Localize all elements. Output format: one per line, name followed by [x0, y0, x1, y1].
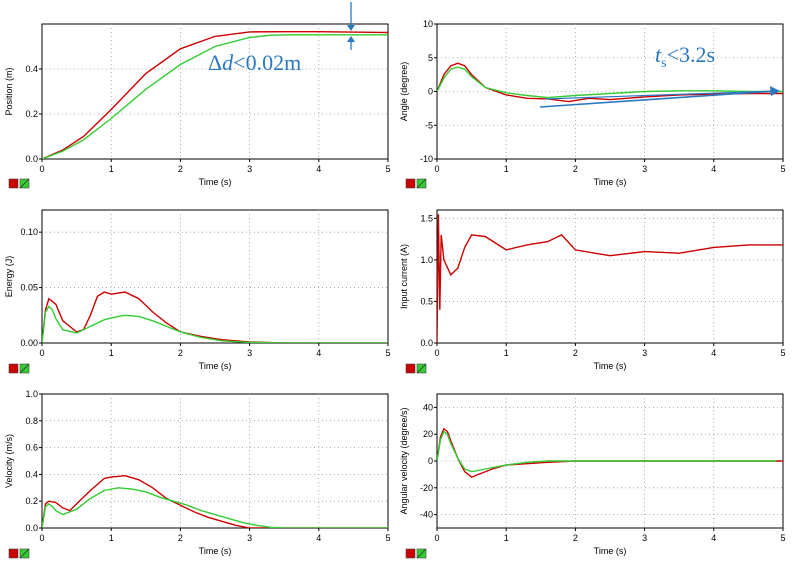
red-swatch-icon — [406, 179, 415, 188]
x-tick-label: 0 — [434, 533, 439, 543]
x-tick-label: 3 — [642, 533, 647, 543]
y-tick-label: -5 — [425, 120, 433, 130]
x-axis-label: Time (s) — [594, 546, 627, 556]
x-tick-label: 5 — [780, 348, 785, 358]
y-tick-label: 1.0 — [25, 389, 38, 399]
x-tick-label: 4 — [316, 348, 321, 358]
x-tick-label: 2 — [178, 164, 183, 174]
y-tick-label: -40 — [420, 510, 433, 520]
red-swatch-icon — [9, 364, 18, 373]
x-tick-label: 3 — [642, 348, 647, 358]
x-tick-label: 4 — [711, 164, 716, 174]
y-tick-label: 0.4 — [25, 64, 38, 74]
x-tick-label: 4 — [711, 348, 716, 358]
y-tick-label: 0.5 — [420, 296, 433, 306]
chart-current: 0 1 2 3 4 5 0.0 0.5 1.0 1.5 Time (s) Input current … — [399, 210, 786, 373]
plot-area — [42, 24, 388, 159]
red-swatch-icon — [9, 179, 18, 188]
x-tick-label: 2 — [573, 164, 578, 174]
x-tick-label: 0 — [434, 164, 439, 174]
x-tick-label: 5 — [780, 164, 785, 174]
y-tick-label: 0.2 — [25, 109, 38, 119]
x-tick-label: 0 — [39, 533, 44, 543]
x-tick-label: 3 — [247, 348, 252, 358]
y-tick-label: 0 — [428, 456, 433, 466]
y-tick-label: -10 — [420, 154, 433, 164]
y-tick-label: 5 — [428, 53, 433, 63]
y-tick-label: -20 — [420, 483, 433, 493]
y-tick-label: 10 — [423, 19, 433, 29]
x-axis-label: Time (s) — [199, 361, 232, 371]
plot-area — [437, 210, 783, 343]
x-tick-label: 3 — [642, 164, 647, 174]
chart-position: 0 1 2 3 4 5 0.0 0.2 0.4 Time (s) Position (m) — [4, 24, 391, 188]
x-tick-label: 2 — [573, 348, 578, 358]
y-tick-label: 0.8 — [25, 416, 38, 426]
y-tick-label: 1.5 — [420, 213, 433, 223]
x-tick-label: 2 — [178, 533, 183, 543]
x-axis-label: Time (s) — [594, 361, 627, 371]
chart-energy: 0 1 2 3 4 5 0.00 0.05 0.10 Time (s) Energy (J) — [4, 210, 391, 373]
x-tick-label: 1 — [109, 348, 114, 358]
x-tick-label: 1 — [504, 533, 509, 543]
chart-velocity: 0 1 2 3 4 5 0.0 0.2 0.4 0.6 0.8 1.0 Time (s) Velocity… — [4, 389, 391, 558]
x-tick-label: 4 — [711, 533, 716, 543]
legend — [9, 179, 29, 188]
red-swatch-icon — [9, 549, 18, 558]
x-axis-label: Time (s) — [199, 546, 232, 556]
y-tick-label: 0.10 — [20, 227, 38, 237]
x-tick-label: 5 — [780, 533, 785, 543]
x-tick-label: 1 — [109, 533, 114, 543]
y-tick-label: 0.2 — [25, 496, 38, 506]
x-tick-label: 2 — [178, 348, 183, 358]
red-swatch-icon — [406, 364, 415, 373]
x-axis-label: Time (s) — [594, 177, 627, 187]
x-tick-label: 0 — [434, 348, 439, 358]
y-tick-label: 1.0 — [420, 255, 433, 265]
legend — [406, 179, 426, 188]
x-tick-label: 0 — [39, 164, 44, 174]
y-tick-label: 0.6 — [25, 443, 38, 453]
y-axis-label: Velocity (m/s) — [4, 434, 14, 488]
y-tick-label: 20 — [423, 429, 433, 439]
x-tick-label: 4 — [316, 533, 321, 543]
y-axis-label: Angle (degree) — [399, 62, 409, 122]
legend — [406, 364, 426, 373]
y-tick-label: 0.05 — [20, 283, 38, 293]
x-tick-label: 5 — [385, 348, 390, 358]
annotation-text: Δd<0.02m — [208, 50, 301, 75]
x-axis-label: Time (s) — [199, 177, 232, 187]
y-tick-label: 40 — [423, 402, 433, 412]
y-axis-label: Position (m) — [4, 67, 14, 115]
y-tick-label: 0 — [428, 87, 433, 97]
x-tick-label: 1 — [504, 348, 509, 358]
x-tick-label: 0 — [39, 348, 44, 358]
y-tick-label: 0.0 — [25, 154, 38, 164]
x-tick-label: 5 — [385, 164, 390, 174]
y-axis-label: Input current (A) — [399, 244, 409, 309]
y-tick-label: 0.00 — [20, 338, 38, 348]
x-tick-label: 5 — [385, 533, 390, 543]
x-tick-label: 1 — [109, 164, 114, 174]
y-tick-label: 0.0 — [25, 523, 38, 533]
y-tick-label: 0.0 — [420, 338, 433, 348]
legend — [9, 549, 29, 558]
red-swatch-icon — [406, 549, 415, 558]
x-tick-label: 2 — [573, 533, 578, 543]
legend — [406, 549, 426, 558]
plot-area — [42, 210, 388, 343]
plot-area — [42, 394, 388, 528]
x-tick-label: 3 — [247, 533, 252, 543]
chart-angular_velocity: 0 1 2 3 4 5 -40 -20 0 20 40 Time (s) Angular velocit… — [399, 394, 786, 558]
x-tick-label: 4 — [316, 164, 321, 174]
x-tick-label: 1 — [504, 164, 509, 174]
y-tick-label: 0.4 — [25, 469, 38, 479]
legend — [9, 364, 29, 373]
y-axis-label: Energy (J) — [4, 256, 14, 298]
y-axis-label: Angular velocity (degree/s) — [399, 407, 409, 514]
x-tick-label: 3 — [247, 164, 252, 174]
